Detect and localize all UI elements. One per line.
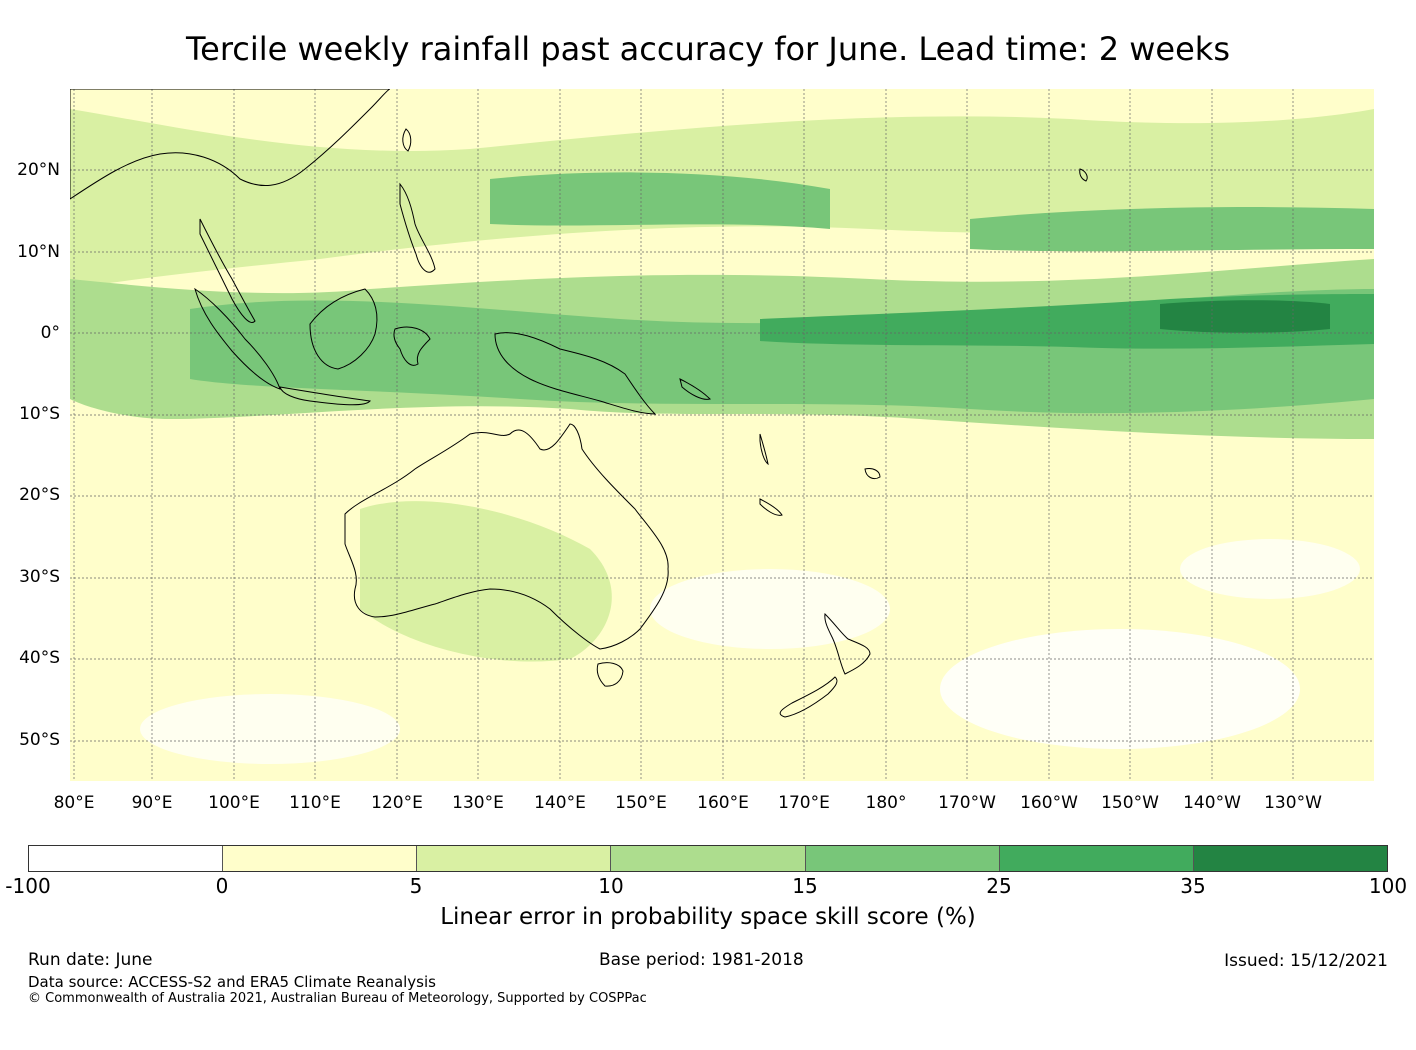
coastline-se-asia	[70, 89, 391, 200]
white-patch-1	[940, 629, 1300, 749]
coastline-sumatra	[194, 287, 281, 390]
run-date: Run date: June	[28, 950, 153, 970]
skill-score-map	[70, 89, 1374, 781]
lon-label-170w: 170°W	[938, 793, 996, 813]
lon-label-180: 180°	[865, 793, 907, 813]
colorbar	[28, 845, 1388, 872]
colorbar-segment-5	[805, 846, 1000, 871]
coastline-fiji	[864, 468, 881, 480]
colorbar-label: Linear error in probability space skill …	[440, 904, 976, 930]
colorbar-tick-6: 25	[986, 874, 1012, 898]
coastline-java	[279, 386, 371, 406]
colorbar-segment-3	[417, 846, 612, 871]
coastline-sulawesi	[393, 326, 431, 366]
coastline-taiwan	[402, 128, 412, 152]
copyright: © Commonwealth of Australia 2021, Austra…	[28, 991, 647, 1006]
coastline-hawaii	[1079, 168, 1088, 182]
lon-label-80e: 80°E	[53, 793, 95, 813]
coastline-new-caledonia	[759, 498, 783, 516]
lon-label-160w: 160°W	[1020, 793, 1078, 813]
white-patch-4	[1180, 539, 1360, 599]
lat-label-30s: 30°S	[19, 567, 60, 587]
lat-label-20s: 20°S	[19, 485, 60, 505]
lat-label-0: 0°	[40, 323, 60, 343]
colorbar-segment-6	[999, 846, 1194, 871]
lat-label-10n: 10°N	[17, 242, 60, 262]
colorbar-tick-1: -100	[5, 874, 51, 898]
coastline-solomon	[679, 378, 711, 400]
colorbar-tick-2: 0	[215, 874, 229, 898]
lat-label-40s: 40°S	[19, 648, 60, 668]
coastline-borneo	[309, 288, 378, 370]
colorbar-segment-7	[1193, 846, 1387, 871]
map-svg	[70, 89, 1374, 781]
coastlines	[70, 89, 1088, 718]
lon-label-110e: 110°E	[289, 793, 341, 813]
colorbar-segment-2	[223, 846, 418, 871]
coastline-new-zealand-north	[824, 612, 871, 675]
coastline-new-zealand-south	[779, 676, 838, 718]
lon-label-170e: 170°E	[778, 793, 830, 813]
lat-label-50s: 50°S	[19, 730, 60, 750]
lat-label-10s: 10°S	[19, 404, 60, 424]
coastline-new-guinea	[494, 332, 657, 415]
coastline-australia	[344, 423, 669, 650]
colorbar-tick-3: 5	[409, 874, 423, 898]
skill-band-australia	[360, 501, 612, 662]
white-patch-3	[140, 694, 400, 764]
lon-label-150w: 150°W	[1101, 793, 1159, 813]
colorbar-segment-4	[611, 846, 806, 871]
gridlines	[70, 89, 1374, 781]
lon-label-150e: 150°E	[615, 793, 667, 813]
lon-label-160e: 160°E	[697, 793, 749, 813]
lon-label-130e: 130°E	[452, 793, 504, 813]
skill-bands	[70, 109, 1374, 764]
white-patch-2	[650, 569, 890, 649]
lat-label-20n: 20°N	[17, 160, 60, 180]
colorbar-tick-5: 15	[792, 874, 818, 898]
coastline-tasmania	[596, 662, 624, 687]
colorbar-tick-7: 35	[1180, 874, 1206, 898]
coastline-philippines	[399, 182, 436, 273]
skill-band-philippines	[490, 172, 830, 229]
lon-label-120e: 120°E	[371, 793, 423, 813]
data-source: Data source: ACCESS-S2 and ERA5 Climate …	[28, 973, 436, 991]
skill-band-core	[1160, 300, 1330, 333]
issued-date: Issued: 15/12/2021	[1224, 951, 1388, 971]
colorbar-segment-1	[29, 846, 224, 871]
colorbar-tick-8: 100	[1368, 874, 1408, 898]
lon-label-140w: 140°W	[1183, 793, 1241, 813]
lon-label-130w: 130°W	[1264, 793, 1322, 813]
colorbar-tick-4: 10	[598, 874, 624, 898]
base-period: Base period: 1981-2018	[599, 950, 804, 970]
lon-label-100e: 100°E	[208, 793, 260, 813]
skill-band-north-pacific	[970, 207, 1374, 252]
coastline-malay-peninsula	[199, 218, 256, 323]
coastline-vanuatu	[759, 433, 769, 466]
map-title: Tercile weekly rainfall past accuracy fo…	[186, 30, 1230, 68]
lon-label-90e: 90°E	[131, 793, 173, 813]
lon-label-140e: 140°E	[534, 793, 586, 813]
